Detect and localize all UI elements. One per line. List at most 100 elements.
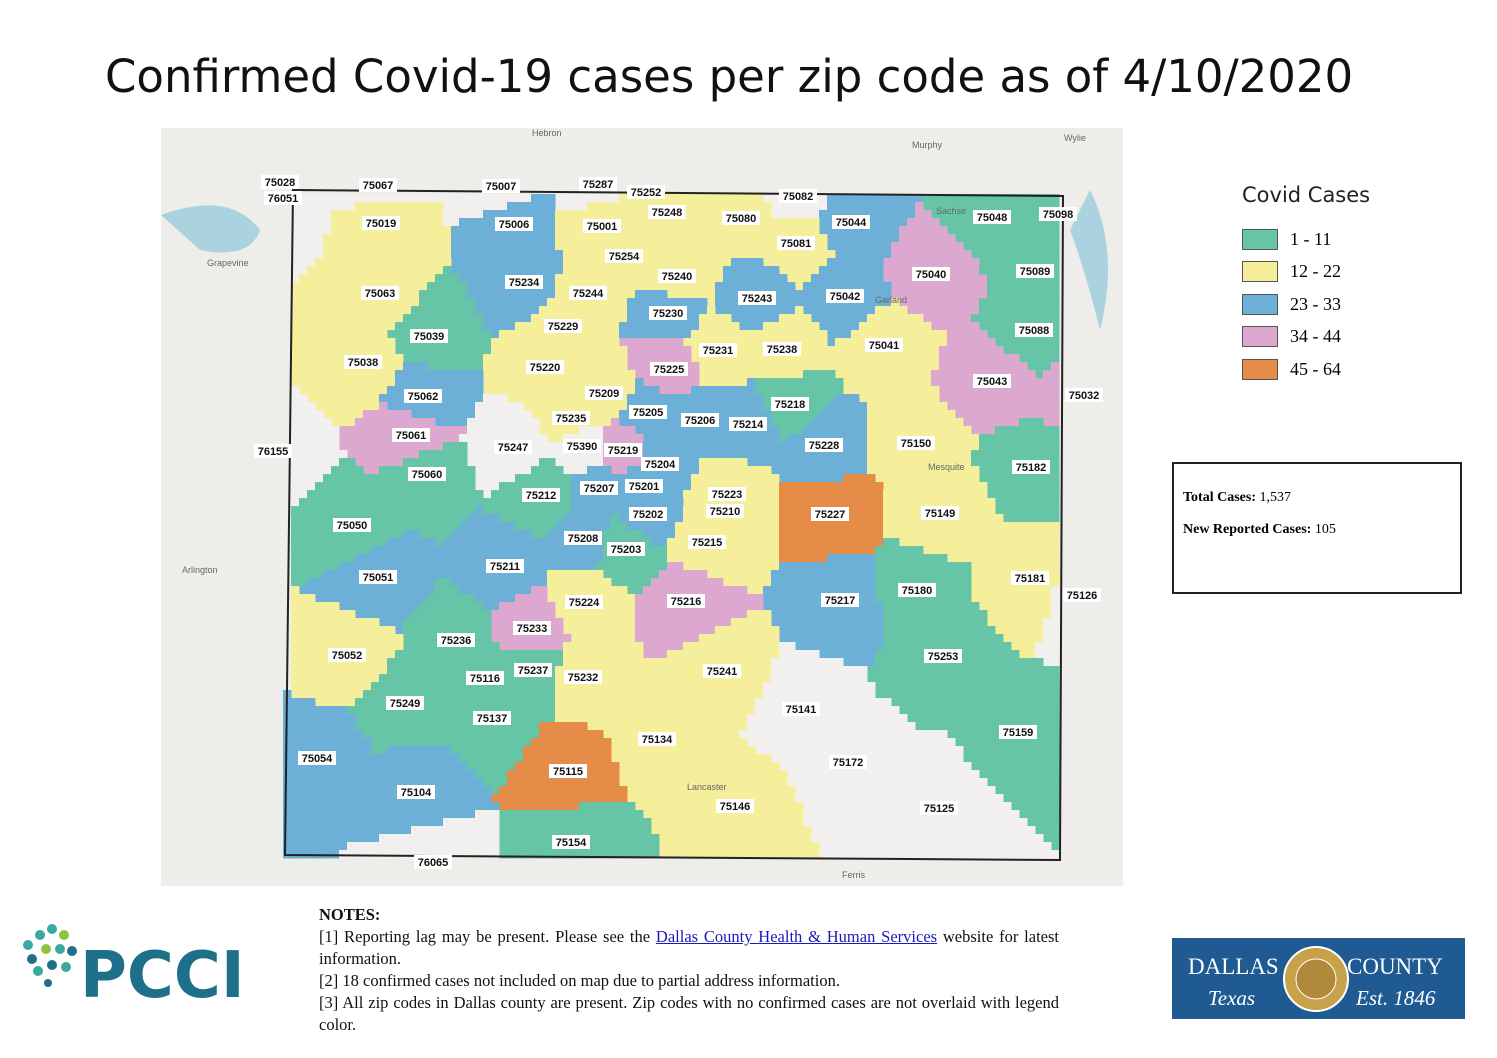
zip-cell xyxy=(395,482,404,491)
zip-cell xyxy=(323,474,332,483)
zip-cell xyxy=(907,226,916,235)
zip-cell xyxy=(291,530,300,539)
zip-cell xyxy=(963,554,972,563)
zip-cell xyxy=(467,474,476,483)
zip-cell xyxy=(947,370,956,379)
zip-cell xyxy=(739,386,748,395)
zip-cell xyxy=(491,490,500,499)
zip-cell xyxy=(523,234,532,243)
zip-cell xyxy=(987,450,996,459)
zip-cell xyxy=(1043,338,1052,347)
zip-cell xyxy=(475,298,484,307)
zip-cell xyxy=(611,194,620,203)
zip-cell xyxy=(315,202,324,211)
zip-cell xyxy=(947,322,956,331)
zip-cell xyxy=(771,210,780,219)
zip-cell xyxy=(483,482,492,491)
zip-cell xyxy=(459,474,468,483)
zip-cell xyxy=(403,242,412,251)
zip-cell xyxy=(755,570,764,579)
zip-cell xyxy=(1043,226,1052,235)
zip-cell xyxy=(763,554,772,563)
zip-cell xyxy=(339,290,348,299)
zip-cell xyxy=(707,514,716,523)
zip-cell xyxy=(515,402,524,411)
zip-cell xyxy=(827,386,836,395)
zip-cell xyxy=(715,394,724,403)
zip-cell xyxy=(923,402,932,411)
zip-cell xyxy=(731,298,740,307)
zip-cell xyxy=(923,578,932,587)
zip-cell xyxy=(499,402,508,411)
zip-cell xyxy=(299,386,308,395)
zip-cell xyxy=(995,282,1004,291)
zip-cell xyxy=(379,554,388,563)
zip-cell xyxy=(1003,618,1012,627)
zip-cell xyxy=(419,402,428,411)
zip-cell xyxy=(827,282,836,291)
zip-cell xyxy=(1011,610,1020,619)
zip-cell xyxy=(403,234,412,243)
zip-cell xyxy=(979,322,988,331)
zip-cell xyxy=(771,586,780,595)
zip-cell xyxy=(531,226,540,235)
zip-cell xyxy=(619,418,628,427)
zip-cell xyxy=(355,298,364,307)
zip-cell xyxy=(803,506,812,515)
zip-cell xyxy=(891,554,900,563)
zip-cell xyxy=(707,442,716,451)
zip-cell xyxy=(419,290,428,299)
zip-cell xyxy=(907,266,916,275)
zip-cell xyxy=(851,442,860,451)
zip-cell xyxy=(395,586,404,595)
zip-cell xyxy=(803,602,812,611)
zip-cell xyxy=(787,362,796,371)
zip-cell xyxy=(939,378,948,387)
zip-cell xyxy=(475,554,484,563)
zip-cell xyxy=(435,490,444,499)
zip-cell xyxy=(731,466,740,475)
zip-cell xyxy=(987,338,996,347)
zip-cell xyxy=(907,370,916,379)
zip-cell xyxy=(315,522,324,531)
zip-cell xyxy=(355,562,364,571)
zip-cell xyxy=(475,450,484,459)
zip-cell xyxy=(891,306,900,315)
zip-cell xyxy=(315,322,324,331)
zip-cell xyxy=(971,330,980,339)
zip-cell xyxy=(707,362,716,371)
zip-cell xyxy=(739,466,748,475)
zip-cell xyxy=(323,298,332,307)
zip-cell xyxy=(747,338,756,347)
zip-cell xyxy=(435,514,444,523)
zip-cell xyxy=(387,474,396,483)
zip-cell xyxy=(939,610,948,619)
zip-cell xyxy=(651,354,660,363)
zip-cell xyxy=(499,338,508,347)
zip-cell xyxy=(779,330,788,339)
zip-cell xyxy=(483,474,492,483)
zip-cell xyxy=(723,514,732,523)
zip-cell xyxy=(339,242,348,251)
zip-cell xyxy=(731,546,740,555)
zip-cell xyxy=(787,586,796,595)
zip-cell xyxy=(923,290,932,299)
zip-cell xyxy=(955,546,964,555)
zip-cell xyxy=(547,546,556,555)
zip-cell xyxy=(347,594,356,603)
zip-cell xyxy=(539,482,548,491)
zip-cell xyxy=(307,362,316,371)
zip-cell xyxy=(971,226,980,235)
zip-cell xyxy=(803,362,812,371)
zip-cell xyxy=(515,298,524,307)
zip-cell xyxy=(739,474,748,483)
zip-cell xyxy=(339,418,348,427)
zip-cell xyxy=(875,538,884,547)
zip-cell xyxy=(787,426,796,435)
zip-cell xyxy=(795,442,804,451)
zip-cell xyxy=(547,474,556,483)
zip-cell xyxy=(1051,226,1060,235)
zip-cell xyxy=(1043,618,1052,627)
zip-cell xyxy=(747,442,756,451)
zip-cell xyxy=(1051,546,1060,555)
